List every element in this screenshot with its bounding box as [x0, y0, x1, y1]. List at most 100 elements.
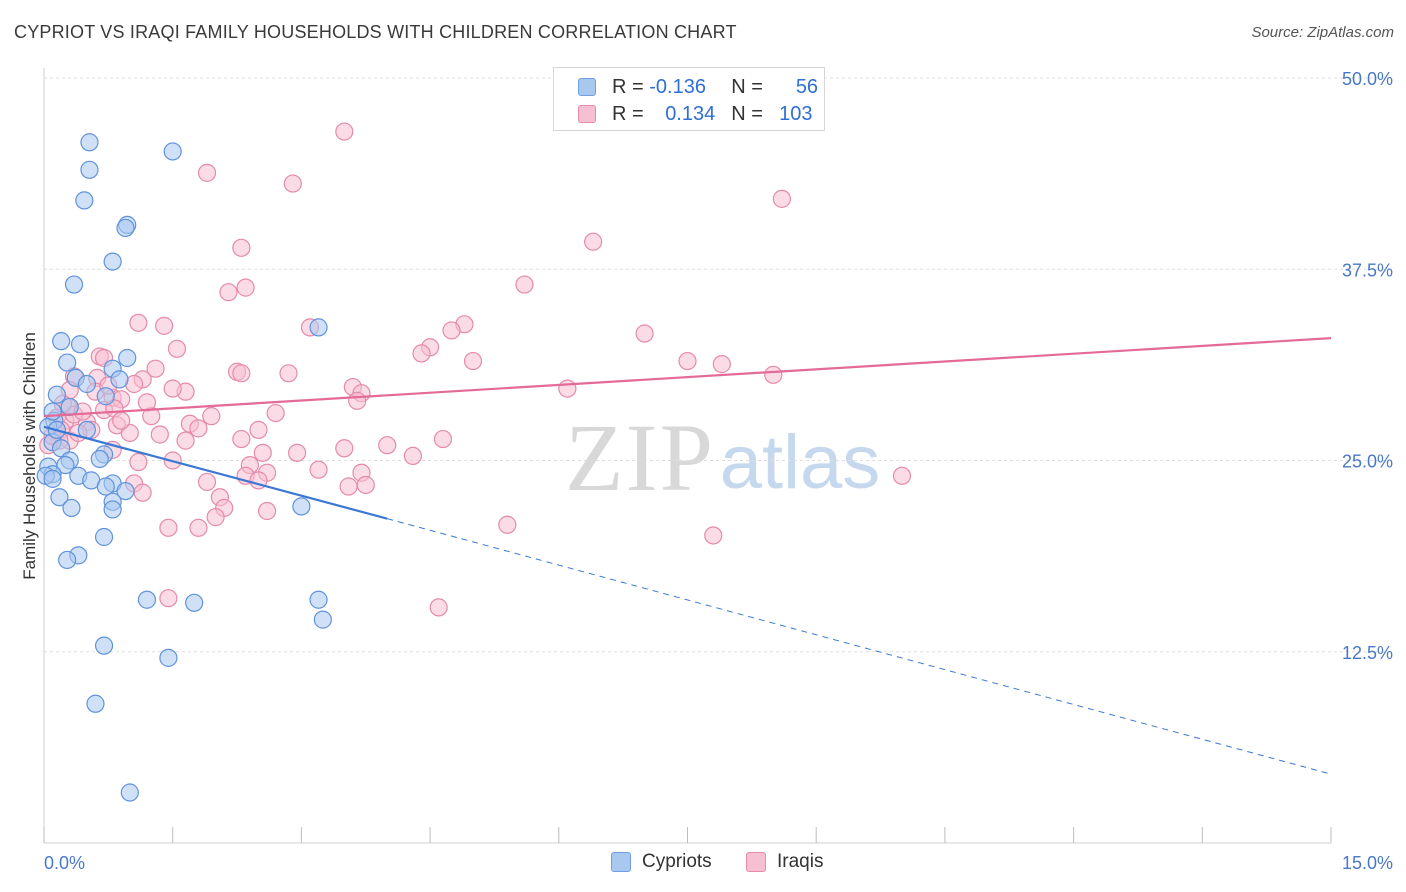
iraqi-point — [558, 379, 577, 398]
iraqi-point — [133, 483, 152, 502]
iraqi-point — [146, 359, 165, 378]
iraqi-point — [892, 466, 912, 485]
cypriot-point — [96, 477, 115, 496]
iraqi-point — [232, 364, 251, 383]
cypriot-point — [70, 335, 90, 354]
series-legend: Cypriots Iraqis — [0, 851, 1406, 879]
r-value: 0.134 — [665, 102, 716, 125]
iraqi-point — [412, 344, 431, 363]
iraqi-point — [163, 379, 182, 398]
iraqi-point — [704, 526, 723, 545]
cypriot-point — [43, 469, 62, 488]
iraqi-point — [429, 598, 448, 617]
iraqi-point — [219, 283, 238, 302]
legend-swatch-iraqis — [578, 105, 596, 123]
cypriot-point — [77, 374, 97, 394]
grid-lines — [44, 77, 1392, 653]
iraqi-point — [202, 407, 221, 426]
cypriot-point — [58, 353, 77, 372]
cypriot-point — [185, 593, 204, 612]
legend-item-iraqis[interactable]: Iraqis — [746, 851, 823, 873]
y-tick-label: 25.0% — [1342, 452, 1393, 472]
iraqi-point — [335, 439, 354, 458]
cypriot-point — [313, 610, 332, 629]
iraqi-point — [159, 589, 178, 608]
iraqi-point — [283, 174, 302, 193]
trend-lines — [43, 337, 1332, 775]
r-value: -0.136 — [649, 75, 706, 98]
cypriot-point — [309, 590, 328, 609]
series-iraqis — [39, 122, 912, 617]
cypriot-point — [103, 252, 122, 271]
iraqi-point — [137, 393, 157, 412]
cypriot-point — [52, 332, 71, 351]
cypriot-point — [86, 694, 105, 713]
iraqi-point — [197, 163, 217, 182]
iraqi-point — [356, 475, 375, 495]
iraqi-point — [339, 477, 358, 496]
x-ticks — [43, 827, 1332, 843]
iraqi-point — [155, 316, 174, 335]
legend-swatch-iraqis — [746, 852, 766, 872]
x-tick-labels: 0.0% 15.0% — [44, 853, 1393, 873]
x-tick-label: 15.0% — [1342, 853, 1393, 873]
iraqi-point — [150, 425, 169, 444]
iraqi-point — [279, 364, 298, 383]
cypriot-point — [118, 348, 137, 368]
cypriot-point — [116, 482, 135, 501]
iraqi-point — [764, 365, 783, 384]
legend-swatch-cypriots — [611, 852, 631, 872]
cypriot-trend-line — [43, 425, 388, 520]
r-label: R = — [612, 102, 644, 125]
cypriot-point — [120, 783, 139, 802]
cypriot-point — [96, 387, 115, 406]
y-tick-label: 37.5% — [1342, 260, 1393, 280]
series-cypriots — [36, 133, 332, 802]
iraqi-point — [176, 431, 195, 450]
cypriot-point — [58, 550, 77, 570]
iraqi-point — [232, 429, 251, 449]
iraqi-point — [257, 501, 277, 521]
iraqi-point — [712, 355, 731, 374]
y-tick-labels: 12.5% 25.0% 37.5% 50.0% — [1342, 69, 1393, 663]
iraqi-point — [129, 452, 148, 472]
cypriot-point — [163, 142, 182, 161]
source-label: Source: ZipAtlas.com — [1251, 24, 1394, 41]
iraqi-point — [112, 411, 131, 430]
cypriot-point — [94, 636, 114, 655]
legend-row-cypriots: R = -0.136 N = 56 — [578, 74, 818, 100]
cypriot-point — [50, 488, 69, 507]
legend-item-cypriots[interactable]: Cypriots — [611, 851, 712, 873]
n-label: N = — [731, 75, 763, 98]
iraqi-point — [335, 122, 354, 141]
cypriot-point — [110, 370, 129, 389]
legend-label-iraqis: Iraqis — [777, 851, 824, 872]
cypriot-point — [103, 500, 122, 519]
iraqi-point — [206, 508, 225, 527]
x-tick-label: 0.0% — [44, 853, 85, 873]
iraqi-point — [463, 351, 483, 371]
iraqi-point — [167, 339, 187, 358]
cypriot-point — [64, 275, 84, 294]
watermark-zip: ZIP — [565, 404, 715, 511]
chart-title: CYPRIOT VS IRAQI FAMILY HOUSEHOLDS WITH … — [14, 22, 737, 42]
cypriot-point — [75, 191, 94, 210]
cypriot-point — [90, 449, 109, 469]
iraqi-point — [189, 518, 208, 537]
iraqi-point — [253, 443, 272, 462]
cypriot-point — [137, 590, 157, 609]
cypriot-trend-extension — [387, 518, 1332, 775]
cypriot-point — [60, 397, 79, 417]
cypriot-point — [56, 455, 75, 475]
cypriot-point — [80, 160, 99, 179]
cypriot-point — [94, 527, 114, 547]
cypriot-point — [309, 318, 328, 337]
iraqi-point — [515, 275, 534, 294]
iraqi-point — [232, 238, 251, 257]
n-value: 56 — [795, 75, 819, 98]
iraqi-point — [498, 515, 517, 534]
cypriot-point — [62, 498, 81, 518]
iraqi-point — [197, 472, 217, 492]
watermark-atlas: atlas — [720, 420, 881, 505]
